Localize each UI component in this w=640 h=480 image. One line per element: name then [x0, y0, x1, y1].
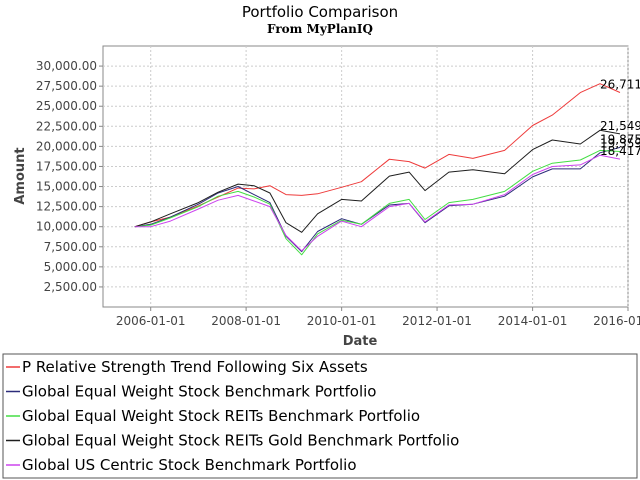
series-line-5 — [134, 154, 621, 252]
legend-item-1: P Relative Strength Trend Following Six … — [22, 358, 368, 376]
series-end-label-4: 21,549 — [600, 119, 640, 133]
x-tick-label: 2006-01-01 — [116, 314, 186, 328]
legend-box — [2, 353, 638, 479]
y-tick-label: 2,500.00 — [44, 280, 97, 294]
x-tick-label: 2012-01-01 — [402, 314, 472, 328]
y-axis-label: Amount — [13, 147, 28, 204]
chart-title: Portfolio Comparison — [242, 3, 398, 21]
y-axis-ticks: 2,500.00 5,000.00 7,500.00 10,000.00 12,500.… — [36, 59, 103, 294]
x-tick-label: 2010-01-01 — [307, 314, 377, 328]
series-end-label-5: 18,417 — [600, 144, 640, 158]
series-end-label-2: 19,875 — [600, 132, 640, 146]
y-tick-label: 10,000.00 — [36, 220, 97, 234]
y-tick-label: 30,000.00 — [36, 59, 97, 73]
y-tick-label: 7,500.00 — [44, 240, 97, 254]
series-line-3 — [134, 149, 621, 256]
legend-item-4: Global Equal Weight Stock REITs Gold Ben… — [22, 432, 459, 450]
legend: P Relative Strength Trend Following Six … — [6, 358, 459, 474]
x-tick-label: 2016-01-01 — [593, 314, 640, 328]
y-tick-label: 12,500.00 — [36, 200, 97, 214]
series-end-label-1: 26,711 — [600, 77, 640, 91]
legend-item-2: Global Equal Weight Stock Benchmark Port… — [22, 383, 376, 401]
y-tick-label: 5,000.00 — [44, 260, 97, 274]
gridlines — [103, 46, 629, 307]
x-tick-label: 2008-01-01 — [211, 314, 281, 328]
series-end-label-3: 19,359 — [600, 137, 640, 151]
series-line-4 — [134, 129, 621, 233]
x-tick-label: 2014-01-01 — [498, 314, 568, 328]
series-lines — [134, 83, 621, 256]
y-tick-label: 22,500.00 — [36, 119, 97, 133]
y-tick-label: 27,500.00 — [36, 79, 97, 93]
series-line-2 — [134, 146, 621, 253]
y-tick-label: 17,500.00 — [36, 159, 97, 173]
chart-subtitle: From MyPlanIQ — [267, 22, 373, 36]
legend-item-3: Global Equal Weight Stock REITs Benchmar… — [22, 407, 420, 425]
x-axis-label: Date — [343, 334, 378, 349]
y-tick-label: 25,000.00 — [36, 99, 97, 113]
legend-item-5: Global US Centric Stock Benchmark Portfo… — [22, 456, 357, 474]
y-tick-label: 20,000.00 — [36, 139, 97, 153]
plot-area — [102, 45, 629, 308]
x-axis-ticks: 2006-01-01 2008-01-01 2010-01-01 2012-01-01… — [116, 307, 640, 328]
y-tick-label: 15,000.00 — [36, 180, 97, 194]
